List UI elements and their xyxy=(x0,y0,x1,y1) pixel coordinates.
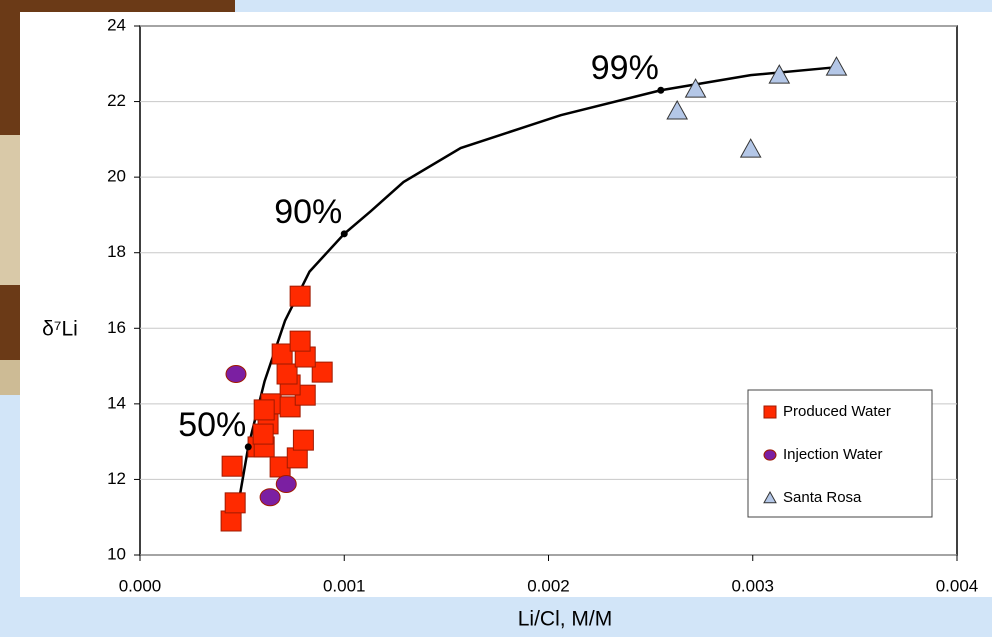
data-point xyxy=(275,474,297,493)
annotation-dot xyxy=(340,230,348,238)
data-point xyxy=(286,447,308,469)
legend-marker xyxy=(763,449,777,461)
legend-label: Injection Water xyxy=(783,446,883,463)
data-point xyxy=(221,455,243,477)
x-axis-label: Li/Cl, M/M xyxy=(518,608,613,631)
plot: 10 12 14 16 18 20 22 24 0.000 0.001 0.002 0.003 0.00… xyxy=(107,15,978,595)
data-point xyxy=(276,363,298,385)
data-point xyxy=(224,492,246,514)
annotation: 90% xyxy=(274,193,342,231)
decoration xyxy=(0,0,235,12)
x-tick-label: 0.002 xyxy=(527,576,570,595)
y-tick-label: 12 xyxy=(107,469,126,488)
data-point xyxy=(225,365,247,384)
data-point xyxy=(271,343,293,365)
y-tick-label: 10 xyxy=(107,544,126,563)
annotation: 99% xyxy=(591,49,659,87)
annotation: 50% xyxy=(178,406,246,444)
data-point xyxy=(252,423,274,445)
y-tick-label: 18 xyxy=(107,242,126,261)
decoration xyxy=(0,135,20,285)
y-tick-label: 20 xyxy=(107,167,126,186)
data-point xyxy=(253,399,275,421)
y-tick-label: 24 xyxy=(107,15,126,34)
data-point xyxy=(739,138,762,158)
data-point xyxy=(289,330,311,352)
y-tick-label: 16 xyxy=(107,318,126,337)
data-point xyxy=(768,64,791,84)
data-point xyxy=(220,510,242,532)
annotation-dot xyxy=(244,443,252,451)
decoration xyxy=(0,285,20,360)
data-point xyxy=(259,488,281,507)
legend-box xyxy=(747,389,933,518)
data-point xyxy=(825,56,848,76)
data-point xyxy=(666,99,689,120)
annotation-dot xyxy=(657,86,665,94)
y-axis-label: δ⁷Li xyxy=(42,318,78,341)
decoration xyxy=(0,0,20,135)
legend-label: Santa Rosa xyxy=(783,489,862,506)
data-point xyxy=(684,78,707,98)
x-tick-label: 0.004 xyxy=(936,576,979,595)
decoration xyxy=(0,360,20,395)
x-tick-label: 0.001 xyxy=(323,576,366,595)
x-tick-label: 0.003 xyxy=(731,576,774,595)
data-point xyxy=(289,285,311,307)
legend-marker xyxy=(763,405,777,419)
x-tick-label: 0.000 xyxy=(119,576,162,595)
legend-marker xyxy=(763,490,777,504)
data-point xyxy=(292,429,314,451)
y-tick-label: 22 xyxy=(107,91,126,110)
y-tick-label: 14 xyxy=(107,393,126,412)
legend-label: Produced Water xyxy=(783,403,891,420)
data-point xyxy=(311,361,333,383)
